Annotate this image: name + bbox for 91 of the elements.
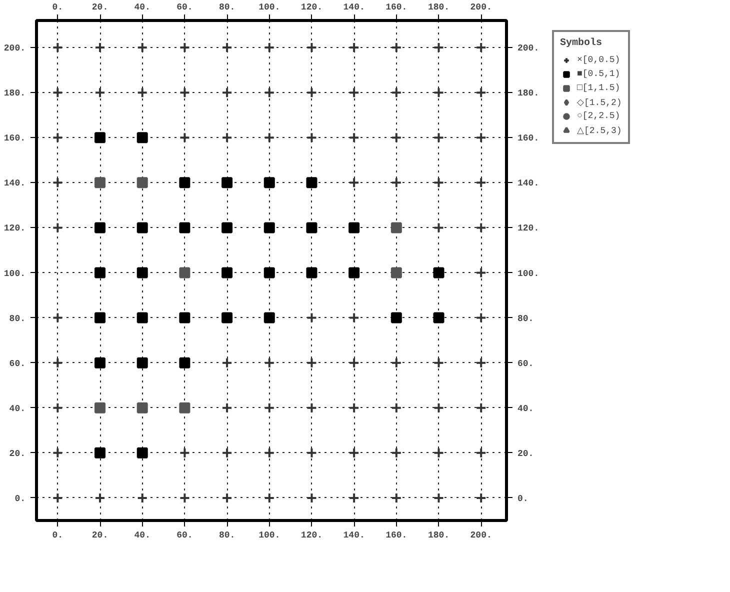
point xyxy=(94,177,106,188)
y2-tick-label: 80. xyxy=(518,314,534,324)
point xyxy=(306,222,318,234)
point xyxy=(222,222,233,234)
x-tick-label: 80. xyxy=(218,2,236,12)
point xyxy=(179,357,190,368)
point xyxy=(94,267,106,278)
x-tick-label: 20. xyxy=(92,2,108,12)
y2-tick-label: 40. xyxy=(518,404,534,414)
legend-label: □[1,1.5) xyxy=(577,83,620,93)
point xyxy=(390,312,402,324)
point xyxy=(179,267,190,278)
x2-tick-label: 120. xyxy=(300,530,323,540)
x2-tick-label: 40. xyxy=(134,530,150,540)
x-tick-label: 180. xyxy=(428,2,450,12)
x-tick-label: 60. xyxy=(176,2,193,12)
point xyxy=(179,222,190,234)
x-tick-label: 160. xyxy=(386,2,408,12)
point xyxy=(264,267,275,278)
point xyxy=(94,312,106,324)
point xyxy=(348,222,360,234)
point xyxy=(179,402,190,414)
point xyxy=(94,357,106,368)
x2-tick-label: 180. xyxy=(428,530,450,540)
point xyxy=(136,267,148,278)
point xyxy=(390,267,402,278)
point xyxy=(94,222,106,234)
x2-tick-label: 160. xyxy=(386,530,408,540)
y-tick-label: 200. xyxy=(4,44,26,54)
y-tick-label: 80. xyxy=(9,314,26,324)
point xyxy=(136,312,148,324)
y-tick-label: 20. xyxy=(9,448,26,459)
point xyxy=(136,132,148,144)
y2-tick-label: 160. xyxy=(518,134,540,144)
point xyxy=(136,222,148,234)
point xyxy=(433,312,444,324)
y2-tick-label: 60. xyxy=(518,358,534,369)
legend-label: △[2.5,3) xyxy=(577,124,622,136)
point xyxy=(433,267,444,278)
y2-tick-label: 0. xyxy=(518,494,528,504)
point xyxy=(94,132,106,144)
x-tick-label: 120. xyxy=(300,2,323,12)
legend-label: ◇[1.5,2) xyxy=(577,96,622,108)
x2-tick-label: 100. xyxy=(258,530,280,540)
y-tick-label: 140. xyxy=(4,178,26,189)
legend-label: ■[0.5,1) xyxy=(577,69,620,79)
point xyxy=(222,312,233,324)
point xyxy=(136,402,148,414)
y-tick-label: 60. xyxy=(9,358,26,369)
point xyxy=(264,312,275,324)
point xyxy=(264,222,275,234)
x2-tick-label: 0. xyxy=(52,530,64,540)
y-tick-label: 180. xyxy=(4,88,26,99)
x-tick-label: 0. xyxy=(52,2,64,12)
y2-tick-label: 120. xyxy=(518,224,540,234)
x2-tick-label: 60. xyxy=(176,530,193,540)
y2-tick-label: 20. xyxy=(518,448,534,459)
point xyxy=(348,267,360,278)
x-tick-label: 140. xyxy=(343,2,365,12)
point xyxy=(179,177,190,188)
point xyxy=(136,357,148,368)
point xyxy=(94,447,106,458)
legend-title: Symbols xyxy=(560,38,604,49)
x2-tick-label: 20. xyxy=(92,530,108,540)
y-tick-label: 0. xyxy=(14,494,26,504)
point xyxy=(94,402,106,414)
x-tick-label: 200. xyxy=(470,2,492,12)
y-tick-label: 40. xyxy=(9,404,26,414)
point xyxy=(136,447,148,458)
point xyxy=(306,267,318,278)
x-tick-label: 100. xyxy=(258,2,280,12)
y-tick-label: 120. xyxy=(4,224,26,234)
legend-label: ○[2,2.5) xyxy=(577,111,620,121)
y-tick-label: 160. xyxy=(4,134,26,144)
x2-tick-label: 140. xyxy=(343,530,365,540)
y2-tick-label: 100. xyxy=(518,268,540,279)
point xyxy=(222,177,233,188)
point xyxy=(222,267,233,278)
x2-tick-label: 80. xyxy=(218,530,236,540)
x2-tick-label: 200. xyxy=(470,530,492,540)
point xyxy=(264,177,275,188)
legend-label: ×[0,0.5) xyxy=(577,55,620,65)
point xyxy=(390,222,402,234)
y2-tick-label: 180. xyxy=(518,88,540,99)
y-tick-label: 100. xyxy=(4,268,26,279)
point xyxy=(136,177,148,188)
point xyxy=(179,312,190,324)
x-tick-label: 40. xyxy=(134,2,150,12)
y2-tick-label: 140. xyxy=(518,178,540,189)
y2-tick-label: 200. xyxy=(518,44,540,54)
point xyxy=(306,177,318,188)
